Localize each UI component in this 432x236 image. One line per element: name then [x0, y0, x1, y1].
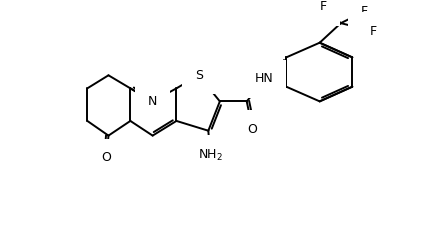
Text: NH$_2$: NH$_2$: [198, 148, 223, 163]
Text: O: O: [248, 122, 257, 136]
Text: HN: HN: [254, 72, 273, 85]
Text: F: F: [360, 5, 368, 18]
Text: O: O: [102, 151, 111, 164]
Text: F: F: [370, 25, 377, 38]
Text: F: F: [320, 0, 327, 13]
Text: N: N: [148, 95, 157, 108]
Text: S: S: [195, 69, 203, 82]
